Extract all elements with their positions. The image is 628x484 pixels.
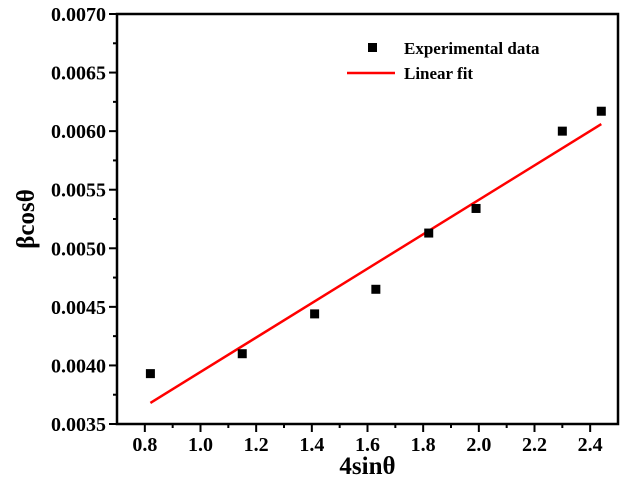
plot-area — [145, 106, 606, 404]
y-tick-label: 0.0035 — [51, 414, 106, 436]
x-tick-label: 1.4 — [299, 434, 324, 456]
x-tick-label: 0.8 — [132, 434, 157, 456]
data-point — [145, 369, 155, 379]
y-axis-title: βcosθ — [13, 189, 40, 249]
x-axis: 0.8 1.0 1.2 1.4 1.6 1.8 2.0 2.2 2.4 — [132, 424, 603, 456]
legend: Experimental data Linear fit — [347, 39, 540, 83]
y-tick-label: 0.0040 — [51, 355, 106, 377]
data-point — [237, 349, 247, 359]
legend-label-linear-fit: Linear fit — [404, 64, 473, 83]
x-tick-label: 1.8 — [411, 434, 436, 456]
y-tick-label: 0.0050 — [51, 238, 106, 260]
x-tick-label: 2.4 — [578, 434, 603, 456]
y-tick-label: 0.0065 — [51, 63, 106, 85]
legend-marker-experimental-data — [368, 43, 377, 52]
y-tick-label: 0.0055 — [51, 180, 106, 202]
plot-frame — [115, 12, 620, 426]
data-point — [371, 284, 381, 294]
legend-label-experimental-data: Experimental data — [404, 39, 540, 58]
y-tick-label: 0.0060 — [51, 121, 106, 143]
data-point — [424, 228, 434, 238]
x-tick-label: 1.0 — [188, 434, 213, 456]
x-tick-label: 2.2 — [522, 434, 547, 456]
x-axis-title: 4sinθ — [339, 453, 395, 480]
x-tick-label: 1.2 — [244, 434, 269, 456]
x-tick-label: 1.6 — [355, 434, 380, 456]
data-point — [471, 203, 481, 213]
y-tick-label: 0.0045 — [51, 297, 106, 319]
data-point — [557, 126, 567, 136]
x-tick-label: 2.0 — [466, 434, 491, 456]
fit-line — [149, 123, 602, 404]
y-axis: 0.0035 0.0040 0.0045 0.0050 0.0055 0.0060 0.00… — [51, 4, 117, 436]
y-tick-label: 0.0070 — [51, 4, 106, 26]
data-point — [596, 106, 606, 116]
data-point — [310, 309, 320, 319]
